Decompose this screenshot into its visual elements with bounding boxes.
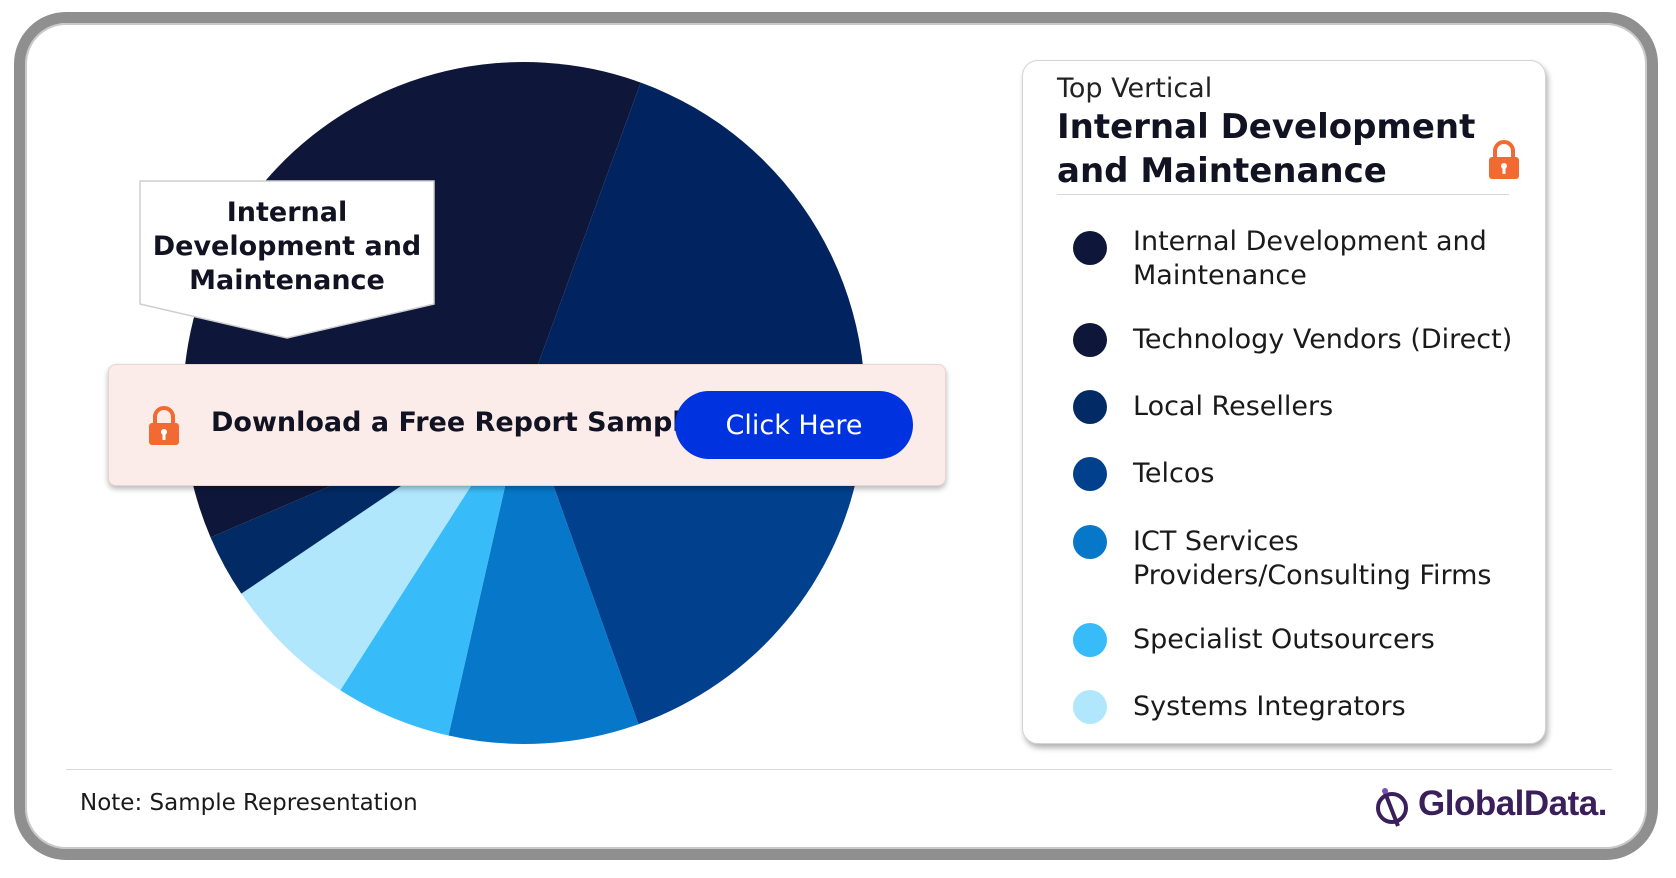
legend-card: Top Vertical Internal Development and Ma… bbox=[1022, 60, 1546, 744]
legend-label: Internal Development and Maintenance bbox=[1133, 226, 1487, 291]
pie-slice bbox=[448, 403, 639, 745]
pie-callout: Internal Development and Maintenance bbox=[139, 180, 435, 340]
legend-label: Technology Vendors (Direct) bbox=[1133, 324, 1513, 355]
footer-divider bbox=[66, 769, 1612, 770]
legend-label: Local Resellers bbox=[1133, 391, 1334, 422]
legend-label: Systems Integrators bbox=[1133, 691, 1406, 722]
brand-name: GlobalData. bbox=[1418, 784, 1607, 823]
legend-swatch bbox=[1073, 690, 1107, 724]
banner-text: Download a Free Report Sample bbox=[211, 407, 700, 438]
legend-swatch bbox=[1073, 390, 1107, 424]
footer-note: Note: Sample Representation bbox=[80, 790, 418, 816]
legend-divider bbox=[1057, 194, 1509, 195]
legend-swatch bbox=[1073, 457, 1107, 491]
globaldata-logo-icon bbox=[1372, 782, 1414, 835]
lock-icon bbox=[147, 405, 181, 452]
lock-icon[interactable] bbox=[1487, 139, 1521, 186]
pie-slice bbox=[524, 82, 865, 458]
download-banner: Download a Free Report Sample Click Here bbox=[108, 364, 946, 486]
legend-swatch bbox=[1073, 525, 1107, 559]
legend-label: ICT Services Providers/Consulting Firms bbox=[1133, 526, 1492, 591]
brand-logo[interactable]: GlobalData. bbox=[1372, 780, 1612, 832]
legend-swatch bbox=[1073, 323, 1107, 357]
callout-label: Internal Development and Maintenance bbox=[152, 197, 422, 296]
click-here-button[interactable]: Click Here bbox=[675, 391, 913, 459]
legend-swatch bbox=[1073, 623, 1107, 657]
pie-slice bbox=[340, 403, 524, 736]
legend-label: Specialist Outsourcers bbox=[1133, 624, 1435, 655]
legend-swatch bbox=[1073, 231, 1107, 265]
legend-title: Internal Development and Maintenance bbox=[1057, 107, 1476, 191]
legend-label: Telcos bbox=[1133, 458, 1215, 489]
legend-subtitle: Top Vertical bbox=[1057, 73, 1213, 104]
